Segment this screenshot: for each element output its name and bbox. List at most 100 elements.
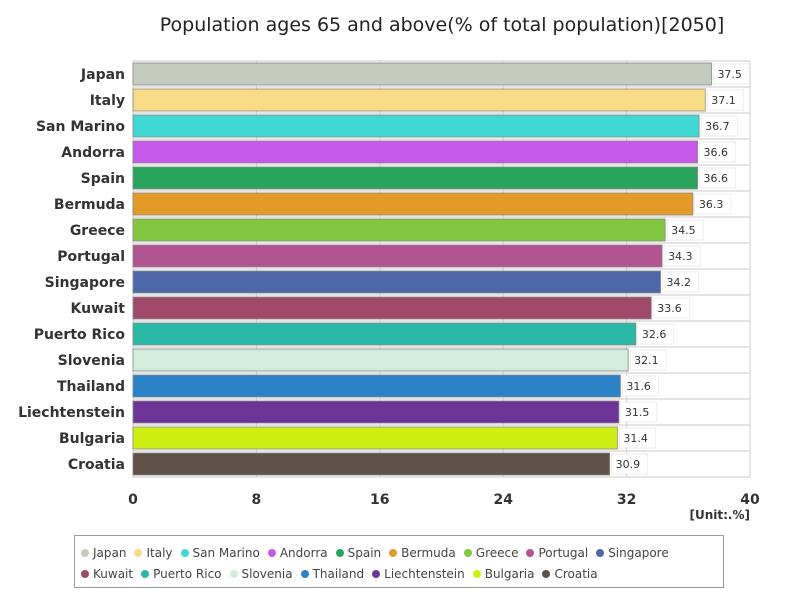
legend-swatch (463, 548, 472, 557)
x-tick-label: 40 (740, 492, 760, 508)
category-label: Kuwait (71, 301, 126, 317)
bar (132, 218, 666, 242)
legend: Japan Italy San Marino Andorra Spain Bermuda G… (74, 535, 724, 588)
legend-swatch (542, 569, 551, 578)
legend-item: Greece (463, 542, 519, 563)
data-label-box (707, 89, 744, 111)
data-label-box (629, 349, 667, 371)
legend-item: Kuwait (81, 563, 133, 584)
data-label-box (637, 323, 675, 345)
bar (132, 374, 621, 398)
legend-item: Singapore (596, 542, 669, 563)
data-label: 33.6 (657, 302, 682, 315)
data-label: 31.6 (626, 380, 651, 393)
legend-swatch (335, 548, 344, 557)
chart-title: Population ages 65 and above(% of total … (159, 14, 725, 36)
data-label-box (620, 401, 658, 423)
x-tick-label: 24 (493, 492, 513, 508)
legend-swatch (180, 548, 189, 557)
data-label: 32.6 (642, 328, 667, 341)
category-label: Portugal (57, 249, 125, 265)
category-label: Bulgaria (59, 431, 125, 447)
category-label: Andorra (61, 145, 125, 161)
data-label-box (699, 141, 736, 163)
legend-swatch (596, 548, 605, 557)
legend-item: Spain (335, 542, 382, 563)
legend-swatch (229, 569, 238, 578)
legend-label: Kuwait (93, 566, 134, 581)
legend-label: Bermuda (401, 545, 456, 560)
data-label: 32.1 (634, 354, 659, 367)
legend-swatch (141, 569, 150, 578)
legend-label: Greece (475, 545, 519, 560)
legend-item: Japan (81, 542, 126, 563)
bar (132, 400, 620, 424)
data-label: 37.5 (717, 68, 742, 81)
data-label: 30.9 (616, 458, 641, 471)
data-label: 31.4 (623, 432, 648, 445)
category-label: Spain (81, 171, 125, 187)
category-label: Slovenia (58, 353, 125, 369)
bar (132, 62, 712, 86)
data-label-box (622, 375, 659, 397)
bar (132, 88, 706, 112)
data-label-box (653, 297, 690, 319)
legend-label: Spain (347, 545, 382, 560)
data-label-box (694, 193, 732, 215)
legend-item: Croatia (542, 563, 598, 584)
legend-item: Liechtenstein (372, 563, 465, 584)
legend-label: Bulgaria (484, 566, 535, 581)
legend-swatch (472, 569, 481, 578)
bar (132, 166, 698, 190)
bar (132, 452, 611, 476)
unit-label: [Unit:.%] (689, 508, 751, 522)
bar (132, 296, 652, 320)
data-label-box (666, 219, 704, 241)
category-label: Thailand (57, 379, 125, 395)
bar (132, 322, 637, 346)
category-label: Japan (80, 67, 125, 83)
legend-label: Slovenia (241, 566, 293, 581)
legend-label: Italy (146, 545, 173, 560)
x-tick-label: 0 (128, 492, 138, 508)
category-label: San Marino (36, 119, 125, 135)
data-label: 36.6 (704, 146, 729, 159)
legend-item: Thailand (300, 563, 364, 584)
legend-item: Puerto Rico (141, 563, 222, 584)
legend-item: San Marino (180, 542, 260, 563)
legend-label: Singapore (608, 545, 669, 560)
legend-label: Croatia (554, 566, 598, 581)
legend-label: Japan (93, 545, 127, 560)
category-label: Puerto Rico (34, 327, 126, 343)
category-label: Bermuda (54, 197, 125, 213)
legend-swatch (81, 548, 89, 557)
x-tick-label: 8 (252, 492, 262, 508)
legend-swatch (526, 548, 535, 557)
x-tick-label: 16 (370, 492, 389, 508)
data-label-box (611, 453, 648, 475)
legend-label: Portugal (538, 545, 589, 560)
legend-swatch (267, 548, 276, 557)
bar (132, 140, 698, 164)
data-label-box (662, 271, 699, 293)
category-label: Italy (90, 93, 125, 109)
data-label-box (713, 63, 750, 85)
category-label: Croatia (68, 457, 125, 473)
bar (132, 244, 663, 268)
data-label-box (699, 167, 736, 189)
bar (132, 114, 700, 138)
data-label: 37.1 (711, 94, 736, 107)
bar (132, 270, 661, 294)
legend-swatch (81, 569, 89, 578)
data-label: 36.3 (699, 198, 724, 211)
bar (132, 426, 618, 450)
legend-item: Italy (134, 542, 173, 563)
data-label-box (663, 245, 701, 267)
data-label: 34.3 (668, 250, 693, 263)
legend-item: Bulgaria (472, 563, 535, 584)
data-label: 34.2 (667, 276, 692, 289)
legend-item: Slovenia (229, 563, 293, 584)
data-label-box (700, 115, 738, 137)
legend-label: San Marino (192, 545, 260, 560)
